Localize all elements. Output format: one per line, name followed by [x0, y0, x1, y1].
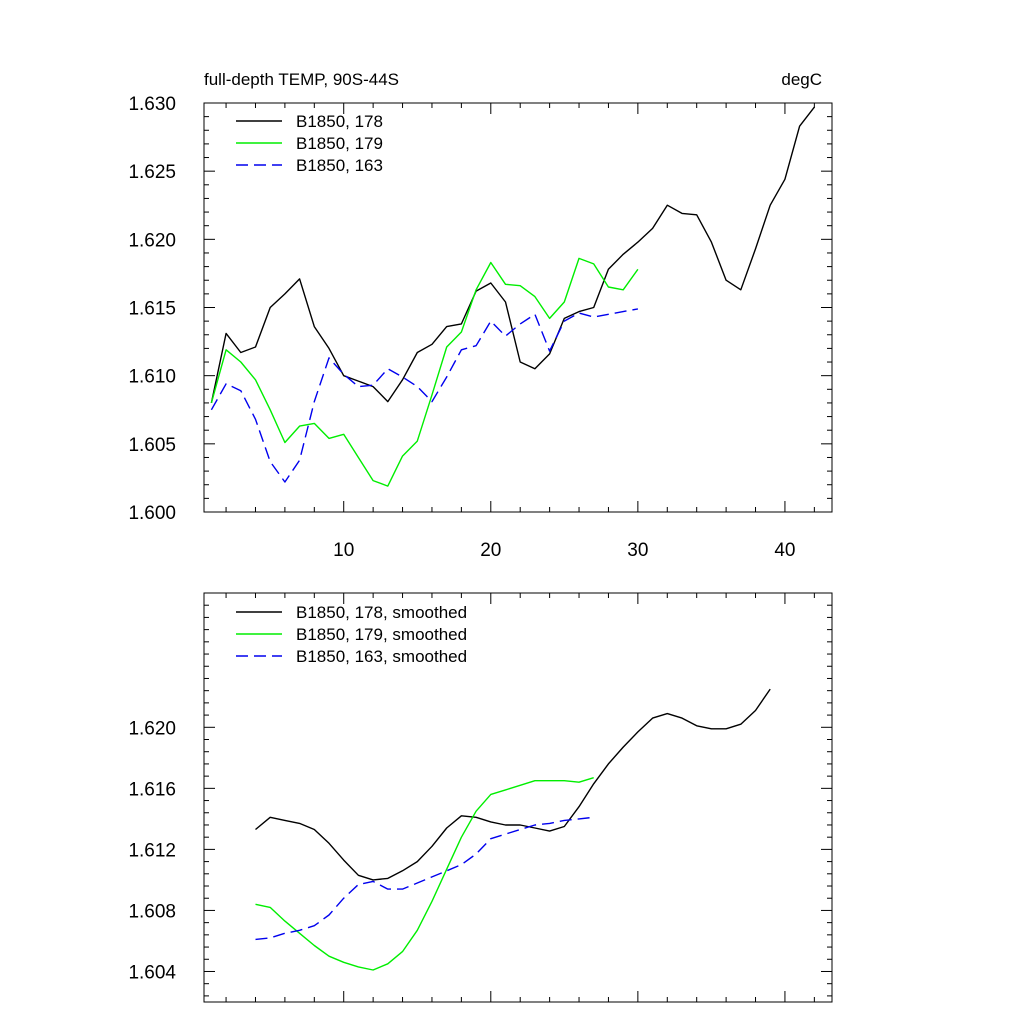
- y-tick-label: 1.612: [128, 840, 176, 861]
- legend-label: B1850, 179, smoothed: [296, 625, 467, 644]
- legend-label: B1850, 179: [296, 134, 383, 153]
- legend-label: B1850, 178, smoothed: [296, 603, 467, 622]
- legend-label: B1850, 163, smoothed: [296, 647, 467, 666]
- series-line: [210, 308, 639, 483]
- y-tick-label: 1.630: [128, 94, 176, 115]
- legend-label: B1850, 163: [296, 156, 383, 175]
- y-tick-label: 1.600: [128, 503, 176, 524]
- y-tick-label: 1.615: [128, 299, 176, 320]
- y-tick-label: 1.616: [128, 779, 176, 800]
- x-tick-label: 40: [774, 540, 795, 561]
- units-label: degC: [781, 70, 822, 89]
- series-line: [210, 257, 639, 487]
- x-tick-label: 10: [333, 540, 354, 561]
- y-tick-label: 1.605: [128, 435, 176, 456]
- y-tick-label: 1.625: [128, 162, 176, 183]
- x-tick-label: 30: [627, 540, 648, 561]
- y-tick-label: 1.608: [128, 901, 176, 922]
- y-tick-label: 1.610: [128, 367, 176, 388]
- chart-panel-1: 10 20 30 40 1.600 1.605 1.610 1.615 1.620 1.625 1.…: [128, 70, 833, 561]
- series-line: [255, 777, 594, 971]
- series-line: [210, 106, 815, 404]
- series-line: [255, 688, 771, 881]
- plot-frame: [203, 592, 833, 1003]
- series-line: [255, 816, 594, 941]
- legend-label: B1850, 178: [296, 112, 383, 131]
- y-tick-label: 1.604: [128, 962, 176, 983]
- chart-title: full-depth TEMP, 90S-44S: [204, 70, 399, 89]
- y-tick-label: 1.620: [128, 718, 176, 739]
- x-tick-label: 20: [480, 540, 501, 561]
- y-tick-label: 1.620: [128, 230, 176, 251]
- chart-panel-2: 1.604 1.608 1.612 1.616 1.620 B1850, 178, smo…: [128, 592, 833, 1003]
